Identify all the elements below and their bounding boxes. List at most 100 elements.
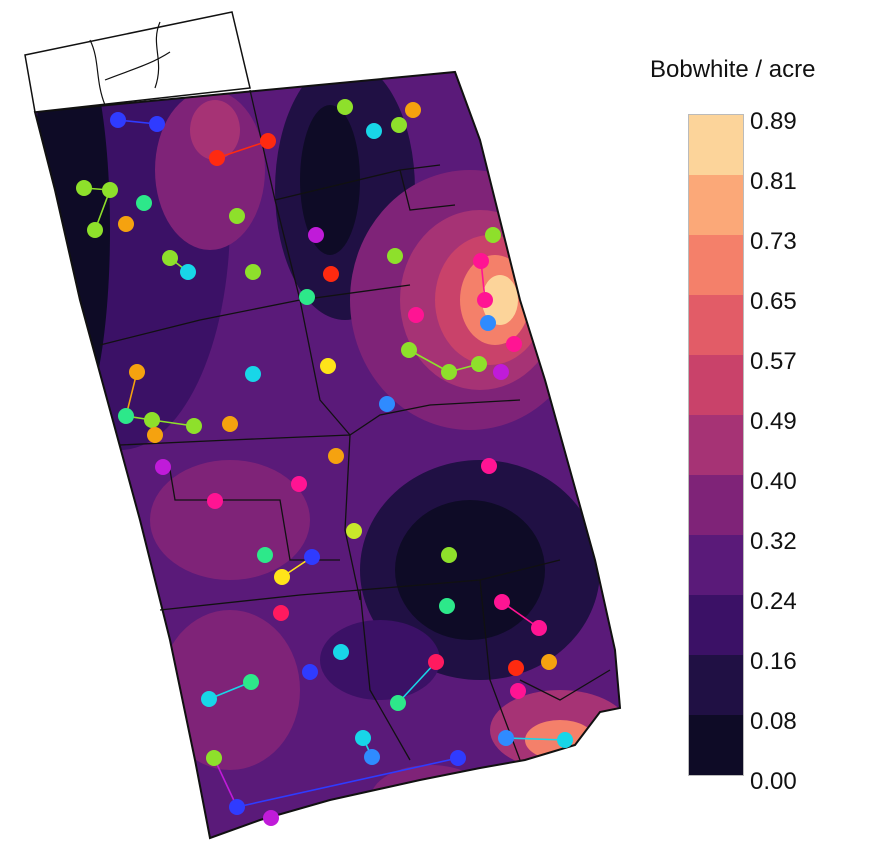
survey-point[interactable]: [379, 396, 395, 412]
survey-point[interactable]: [136, 195, 152, 211]
survey-point[interactable]: [118, 408, 134, 424]
legend-swatch: [689, 175, 743, 235]
survey-point[interactable]: [477, 292, 493, 308]
survey-point[interactable]: [149, 116, 165, 132]
survey-point[interactable]: [118, 216, 134, 232]
survey-point[interactable]: [493, 364, 509, 380]
legend-break-label: 0.32: [750, 528, 797, 555]
legend-swatch: [689, 535, 743, 595]
legend-swatch: [689, 475, 743, 535]
legend-title: Bobwhite / acre: [650, 56, 816, 83]
survey-point[interactable]: [364, 749, 380, 765]
survey-point[interactable]: [506, 336, 522, 352]
survey-point[interactable]: [299, 289, 315, 305]
survey-point[interactable]: [274, 569, 290, 585]
survey-point[interactable]: [337, 99, 353, 115]
survey-point[interactable]: [391, 117, 407, 133]
survey-point[interactable]: [245, 264, 261, 280]
legend-break-label: 0.81: [750, 168, 797, 195]
survey-point[interactable]: [323, 266, 339, 282]
survey-point[interactable]: [510, 683, 526, 699]
survey-point[interactable]: [408, 307, 424, 323]
stream-line: [89, 21, 171, 106]
survey-point[interactable]: [144, 412, 160, 428]
survey-point[interactable]: [201, 691, 217, 707]
survey-point[interactable]: [346, 523, 362, 539]
legend-swatch: [689, 235, 743, 295]
survey-point[interactable]: [260, 133, 276, 149]
survey-point[interactable]: [308, 227, 324, 243]
survey-point[interactable]: [333, 644, 349, 660]
legend-break-label: 0.89: [750, 108, 797, 135]
legend-break-label: 0.73: [750, 228, 797, 255]
legend-swatch: [689, 415, 743, 475]
survey-point[interactable]: [229, 208, 245, 224]
survey-point[interactable]: [531, 620, 547, 636]
survey-point[interactable]: [102, 182, 118, 198]
survey-point[interactable]: [473, 253, 489, 269]
survey-point[interactable]: [291, 476, 307, 492]
survey-point[interactable]: [480, 315, 496, 331]
survey-point[interactable]: [405, 102, 421, 118]
legend-break-label: 0.40: [750, 468, 797, 495]
region-outline: [33, 70, 622, 840]
survey-point[interactable]: [209, 150, 225, 166]
survey-points: [76, 99, 573, 826]
survey-point[interactable]: [155, 459, 171, 475]
survey-point[interactable]: [87, 222, 103, 238]
survey-point[interactable]: [162, 250, 178, 266]
legend-break-label: 0.57: [750, 348, 797, 375]
survey-point[interactable]: [557, 732, 573, 748]
survey-point[interactable]: [401, 342, 417, 358]
survey-point[interactable]: [355, 730, 371, 746]
survey-point[interactable]: [328, 448, 344, 464]
survey-point[interactable]: [147, 427, 163, 443]
survey-point[interactable]: [508, 660, 524, 676]
survey-point[interactable]: [263, 810, 279, 826]
survey-point[interactable]: [302, 664, 318, 680]
legend-colorbar: [688, 114, 744, 776]
survey-point[interactable]: [471, 356, 487, 372]
survey-point[interactable]: [206, 750, 222, 766]
survey-point[interactable]: [320, 358, 336, 374]
legend-break-label: 0.16: [750, 648, 797, 675]
legend-break-label: 0.49: [750, 408, 797, 435]
survey-point[interactable]: [498, 730, 514, 746]
survey-point[interactable]: [207, 493, 223, 509]
survey-point[interactable]: [245, 366, 261, 382]
legend-swatch: [689, 595, 743, 655]
survey-point[interactable]: [366, 123, 382, 139]
survey-point[interactable]: [439, 598, 455, 614]
survey-point[interactable]: [76, 180, 92, 196]
legend-swatch: [689, 715, 743, 775]
legend-break-label: 0.00: [750, 768, 797, 795]
survey-point[interactable]: [257, 547, 273, 563]
survey-point[interactable]: [243, 674, 259, 690]
survey-point[interactable]: [390, 695, 406, 711]
survey-point[interactable]: [304, 549, 320, 565]
legend-swatch: [689, 115, 743, 175]
legend-break-label: 0.65: [750, 288, 797, 315]
legend-break-label: 0.08: [750, 708, 797, 735]
survey-point[interactable]: [541, 654, 557, 670]
survey-point[interactable]: [229, 799, 245, 815]
survey-point[interactable]: [129, 364, 145, 380]
survey-point[interactable]: [450, 750, 466, 766]
survey-point[interactable]: [180, 264, 196, 280]
inset-area: [24, 11, 251, 113]
survey-point[interactable]: [110, 112, 126, 128]
survey-point[interactable]: [481, 458, 497, 474]
survey-point[interactable]: [494, 594, 510, 610]
survey-point[interactable]: [186, 418, 202, 434]
survey-point[interactable]: [273, 605, 289, 621]
legend-break-label: 0.24: [750, 588, 797, 615]
survey-point[interactable]: [441, 364, 457, 380]
legend-swatch: [689, 355, 743, 415]
legend-swatch: [689, 655, 743, 715]
survey-point[interactable]: [441, 547, 457, 563]
survey-point[interactable]: [428, 654, 444, 670]
survey-point[interactable]: [485, 227, 501, 243]
survey-point[interactable]: [387, 248, 403, 264]
legend-swatch: [689, 295, 743, 355]
survey-point[interactable]: [222, 416, 238, 432]
